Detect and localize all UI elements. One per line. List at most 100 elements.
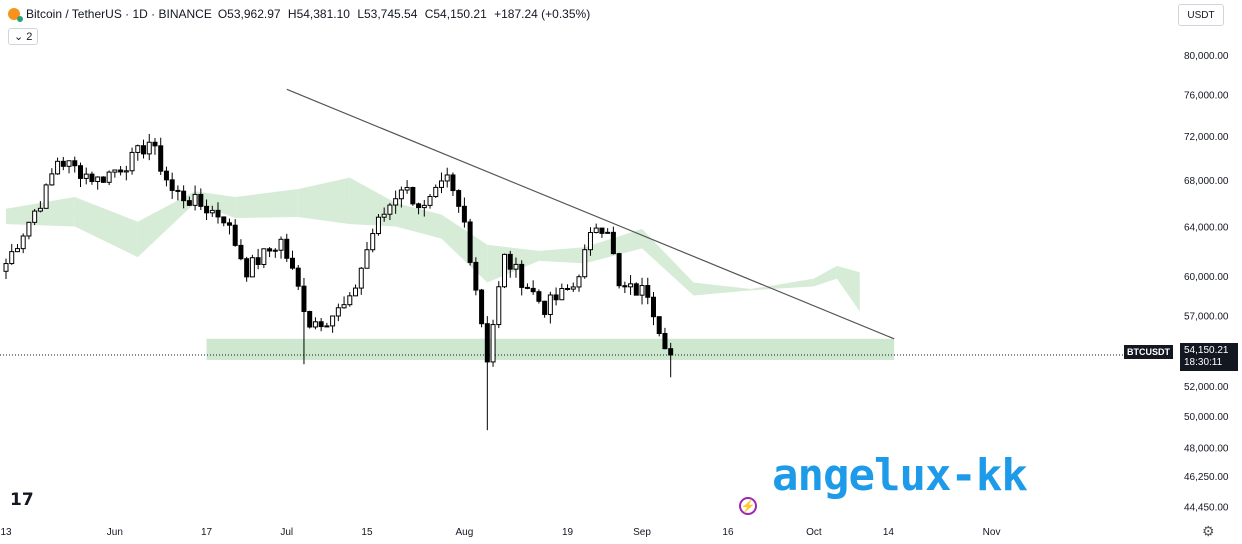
candle-body xyxy=(186,200,192,206)
candle xyxy=(60,156,66,171)
candle-body xyxy=(66,160,72,167)
candle-body xyxy=(249,257,255,278)
price-axis: 80,000.00 76,000.00 72,000.00 68,000.00 64,0… xyxy=(1184,51,1229,514)
candle xyxy=(72,156,78,173)
candle-body xyxy=(473,261,479,291)
candle xyxy=(123,165,129,181)
candle xyxy=(9,243,15,265)
candle xyxy=(536,289,542,304)
candle-body xyxy=(330,315,336,327)
x-tick-label: 19 xyxy=(562,527,574,538)
candle-body xyxy=(387,204,393,215)
candle-body xyxy=(479,289,485,325)
candle xyxy=(530,280,536,295)
candle-body xyxy=(639,285,645,296)
candle-body xyxy=(32,210,38,223)
candle-body xyxy=(444,174,450,182)
candle xyxy=(559,283,565,301)
candle-body xyxy=(398,189,404,200)
candle-body xyxy=(290,257,295,269)
candle xyxy=(467,218,473,266)
candle xyxy=(330,315,336,333)
candle-body xyxy=(49,173,55,186)
candle-body xyxy=(100,176,106,183)
candle-body xyxy=(135,145,141,153)
candle-body xyxy=(324,325,330,328)
candle-body xyxy=(152,141,158,147)
candle-body xyxy=(456,190,462,207)
candle-body xyxy=(576,276,582,288)
x-tick-label: 13 xyxy=(0,527,12,538)
y-tick-label: 64,000.00 xyxy=(1184,222,1229,233)
tradingview-logo-icon[interactable]: 17 xyxy=(10,490,34,510)
candle-body xyxy=(656,316,662,334)
candle xyxy=(198,188,204,210)
candle-body xyxy=(244,258,250,278)
candle xyxy=(226,218,232,235)
candle xyxy=(353,284,359,297)
candle-body xyxy=(547,294,553,315)
candle xyxy=(438,172,444,194)
candle xyxy=(215,202,221,224)
gear-icon[interactable]: ⚙ xyxy=(1202,523,1215,539)
candle-body xyxy=(410,186,416,205)
candle xyxy=(484,316,490,431)
candle-body xyxy=(141,145,147,155)
candle-body xyxy=(198,193,204,207)
trendline[interactable] xyxy=(286,88,895,340)
candle xyxy=(106,170,112,186)
candle-body xyxy=(542,300,548,315)
cloud-segment xyxy=(642,228,694,296)
cloud-segment xyxy=(750,278,814,291)
candle-body xyxy=(524,286,530,289)
candle-body xyxy=(77,165,83,179)
candle xyxy=(95,176,101,190)
candle-body xyxy=(404,186,410,191)
open-value: O53,962.97 xyxy=(217,7,281,21)
cloud-segment xyxy=(137,191,196,258)
candle-body xyxy=(507,253,513,270)
indicator-toggle-button[interactable]: ⌄ 2 xyxy=(8,28,39,45)
candle xyxy=(370,228,376,253)
candle xyxy=(565,284,571,291)
candle-body xyxy=(238,244,244,260)
candle-body xyxy=(255,257,261,265)
candle xyxy=(204,199,210,221)
candle-body xyxy=(3,263,9,272)
candle-body xyxy=(416,203,422,209)
candle-body xyxy=(427,196,433,206)
candle xyxy=(192,185,198,211)
y-tick-label: 72,000.00 xyxy=(1184,132,1229,143)
candle xyxy=(244,256,250,282)
symbol-title[interactable]: Bitcoin / TetherUS · 1D · BINANCE xyxy=(26,7,212,21)
support-zone[interactable] xyxy=(206,338,895,360)
candle xyxy=(358,267,364,295)
candle xyxy=(26,221,32,240)
candle-body xyxy=(112,169,118,173)
high-value: H54,381.10 xyxy=(287,7,350,21)
candle xyxy=(398,186,404,208)
candle xyxy=(152,138,158,155)
candle-body xyxy=(582,249,588,278)
lightning-icon[interactable]: ⚡ xyxy=(739,497,757,515)
candle-body xyxy=(95,176,101,182)
candle-body xyxy=(146,141,152,155)
candle xyxy=(645,277,651,305)
candle-body xyxy=(628,283,634,288)
candle xyxy=(186,196,192,207)
candle-body xyxy=(496,286,502,326)
candle-body xyxy=(393,198,399,206)
candle-body xyxy=(226,222,232,226)
candle xyxy=(662,327,668,350)
candle-body xyxy=(43,184,49,209)
bar-countdown: 18:30:11 xyxy=(1184,357,1223,368)
x-tick-label: Jun xyxy=(107,527,123,538)
cloud-segment xyxy=(395,202,442,239)
candle-body xyxy=(261,248,267,265)
candle-body xyxy=(650,296,656,318)
candle xyxy=(628,275,634,295)
quote-currency-button[interactable]: USDT xyxy=(1178,4,1224,26)
last-price-tag: 54,150.21 18:30:11 xyxy=(1180,343,1238,371)
cloud-segment xyxy=(195,191,236,219)
